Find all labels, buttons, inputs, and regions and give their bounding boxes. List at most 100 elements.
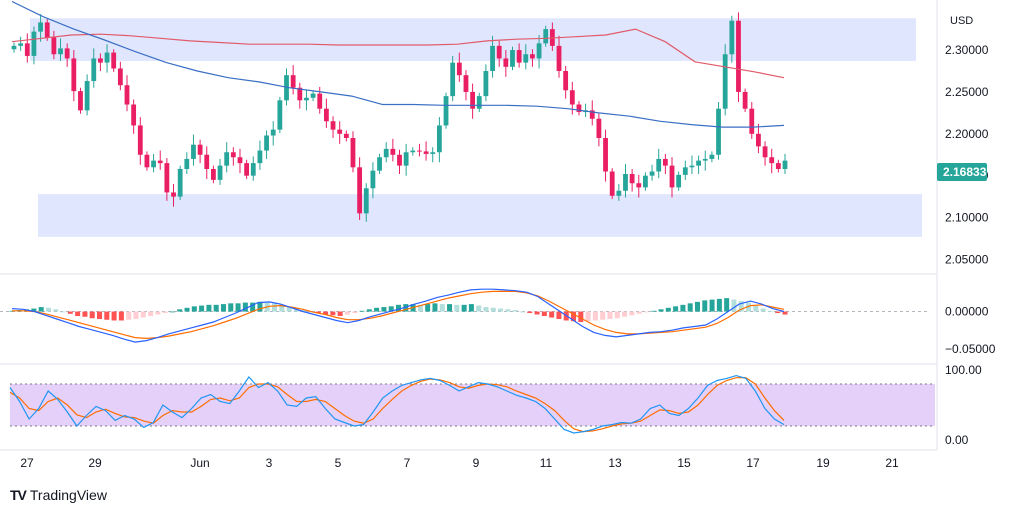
candle-1: [18, 36, 24, 51]
tradingview-mark-icon: TV: [10, 487, 27, 503]
macd-hist-bar-70: [519, 311, 525, 313]
candle-19: [137, 117, 143, 165]
candle-body-88: [596, 118, 602, 138]
candle-body-93: [629, 174, 635, 184]
candle-body-71: [483, 71, 489, 97]
candle-105: [709, 151, 715, 163]
macd-hist-bar-63: [468, 304, 474, 312]
candle-11: [84, 74, 90, 116]
macd-panel: [0, 288, 930, 343]
candle-101: [682, 160, 688, 180]
candle-body-23: [164, 163, 170, 193]
macd-hist-bar-91: [673, 306, 679, 312]
stoch-tick-0: 100.00: [945, 363, 982, 377]
candle-body-55: [377, 157, 382, 171]
macd-hist-bar-69: [512, 310, 518, 312]
macd-hist-bar-8: [67, 311, 73, 314]
date-tick-5: 7: [404, 456, 411, 470]
date-tick-1: 29: [88, 456, 102, 470]
candle-30: [210, 165, 216, 184]
macd-hist-bar-5: [45, 307, 51, 312]
candle-body-85: [576, 104, 582, 113]
macd-hist-bar-34: [257, 301, 263, 312]
candle-body-73: [496, 45, 502, 59]
candle-92: [623, 163, 628, 198]
macd-hist-bar-67: [498, 308, 504, 312]
candle-body-7: [58, 48, 63, 55]
candle-body-104: [702, 158, 708, 161]
macd-hist-bar-27: [206, 304, 212, 312]
candle-80: [543, 25, 549, 47]
macd-hist-bar-59: [439, 304, 445, 312]
candle-21: [151, 153, 156, 173]
macd-hist-bar-26: [199, 305, 205, 312]
macd-hist-bar-104: [767, 310, 773, 312]
candle-60: [410, 147, 416, 156]
candle-87: [589, 100, 595, 126]
candle-body-5: [44, 22, 50, 38]
candle-99: [669, 157, 675, 198]
date-tick-10: 17: [746, 456, 760, 470]
macd-hist-bar-9: [75, 311, 81, 317]
candle-91: [616, 184, 622, 201]
candle-25: [177, 165, 183, 200]
candle-body-98: [662, 158, 668, 166]
tradingview-logo[interactable]: TV TradingView: [10, 487, 107, 503]
candle-49: [337, 121, 343, 144]
candle-40: [277, 96, 283, 133]
candle-body-52: [357, 167, 363, 214]
candle-78: [530, 49, 535, 67]
candle-9: [71, 50, 77, 102]
candle-body-115: [775, 163, 781, 169]
candle-body-109: [736, 20, 741, 92]
candle-body-77: [523, 54, 529, 63]
candle-45: [310, 90, 316, 102]
macd-signal-line: [12, 290, 785, 340]
macd-hist-bar-28: [213, 304, 219, 312]
candle-body-99: [669, 165, 675, 188]
macd-hist-bar-50: [374, 307, 380, 312]
candle-98: [662, 153, 668, 175]
macd-hist-bar-17: [133, 311, 139, 319]
candle-104: [702, 150, 708, 171]
macd-hist-bar-78: [578, 311, 584, 322]
macd-hist-bar-74: [549, 311, 555, 318]
candle-body-80: [543, 29, 549, 44]
macd-hist-bar-7: [60, 311, 66, 313]
candle-body-54: [370, 170, 376, 189]
candle-14: [104, 44, 110, 73]
axes-layer: 2.300002.250002.200002.150002.100002.050…: [20, 43, 995, 470]
candle-body-111: [749, 108, 755, 134]
macd-hist-bar-48: [359, 310, 365, 312]
macd-hist-bar-88: [651, 310, 657, 312]
candle-0: [11, 42, 17, 53]
candle-58: [397, 149, 402, 175]
moving-averages: [11, 0, 785, 128]
candle-62: [423, 141, 429, 161]
macd-hist-bar-85: [629, 311, 635, 316]
macd-hist-bar-16: [126, 311, 132, 320]
macd-hist-bar-43: [323, 311, 329, 315]
macd-hist-bar-66: [490, 307, 496, 312]
candle-71: [483, 64, 489, 102]
candle-42: [290, 65, 296, 95]
candle-body-32: [224, 152, 230, 166]
macd-hist-bar-71: [527, 311, 533, 314]
candle-39: [270, 121, 276, 146]
candle-56: [383, 142, 389, 163]
candle-body-108: [729, 20, 735, 55]
candle-93: [629, 168, 635, 192]
candle-body-83: [563, 71, 569, 91]
macd-hist-bar-100: [738, 301, 744, 312]
macd-hist-bar-33: [250, 302, 256, 312]
candle-body-45: [310, 93, 316, 98]
macd-hist-bar-22: [169, 311, 175, 313]
candle-6: [51, 30, 57, 60]
candle-body-67: [456, 62, 462, 76]
candle-73: [496, 40, 502, 67]
currency-label[interactable]: USD: [950, 15, 973, 27]
candle-97: [656, 148, 662, 179]
candle-111: [749, 101, 755, 139]
candle-83: [563, 65, 569, 99]
